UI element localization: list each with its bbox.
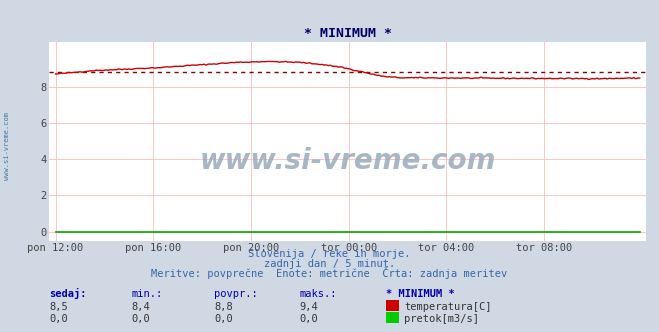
Text: min.:: min.: [132, 289, 163, 299]
Text: www.si-vreme.com: www.si-vreme.com [3, 112, 10, 180]
Text: povpr.:: povpr.: [214, 289, 258, 299]
Text: 0,0: 0,0 [49, 314, 68, 324]
Text: maks.:: maks.: [300, 289, 337, 299]
Text: 8,5: 8,5 [49, 302, 68, 312]
Text: 0,0: 0,0 [300, 314, 318, 324]
Text: 8,4: 8,4 [132, 302, 150, 312]
Text: pretok[m3/s]: pretok[m3/s] [404, 314, 479, 324]
Text: www.si-vreme.com: www.si-vreme.com [200, 147, 496, 175]
Text: Slovenija / reke in morje.: Slovenija / reke in morje. [248, 249, 411, 259]
Text: 9,4: 9,4 [300, 302, 318, 312]
Text: 0,0: 0,0 [214, 314, 233, 324]
Text: 0,0: 0,0 [132, 314, 150, 324]
Text: zadnji dan / 5 minut.: zadnji dan / 5 minut. [264, 259, 395, 269]
Text: temperatura[C]: temperatura[C] [404, 302, 492, 312]
Text: sedaj:: sedaj: [49, 288, 87, 299]
Text: 8,8: 8,8 [214, 302, 233, 312]
Text: * MINIMUM *: * MINIMUM * [386, 289, 454, 299]
Title: * MINIMUM *: * MINIMUM * [304, 27, 391, 40]
Text: Meritve: povprečne  Enote: metrične  Črta: zadnja meritev: Meritve: povprečne Enote: metrične Črta:… [152, 267, 507, 279]
